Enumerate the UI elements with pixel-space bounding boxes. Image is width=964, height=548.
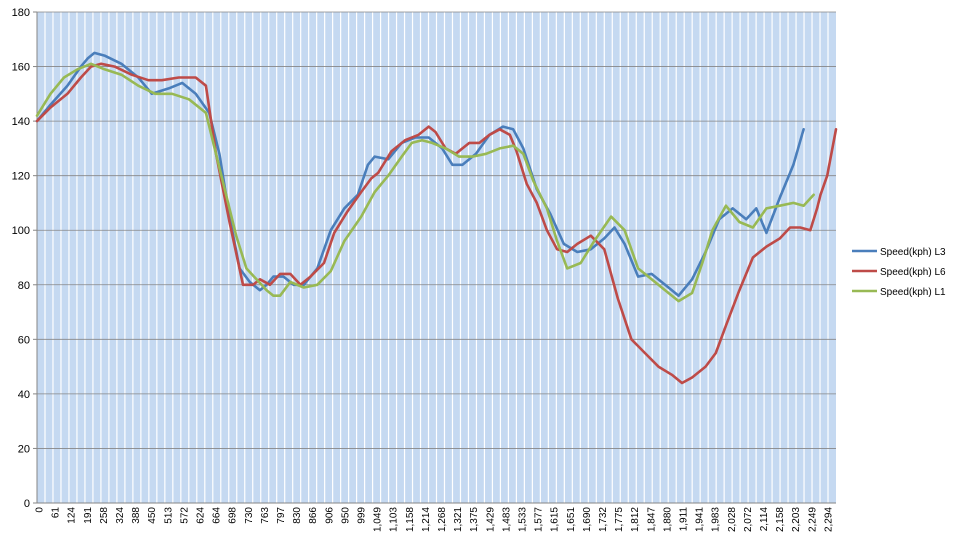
x-tick-label: 1,577	[534, 507, 545, 532]
x-tick-label: 258	[99, 507, 110, 524]
x-tick-label: 1,214	[421, 507, 432, 532]
series-lines	[35, 51, 838, 385]
y-tick-label: 80	[18, 280, 30, 292]
x-tick-label: 1,880	[662, 507, 673, 532]
y-tick-label: 40	[18, 389, 30, 401]
x-tick-label: 797	[276, 507, 287, 524]
legend-label: Speed(kph) L3	[880, 247, 946, 258]
x-tick-label: 624	[196, 507, 207, 524]
x-tick-label: 2,028	[727, 507, 738, 532]
x-tick-label: 1,615	[550, 507, 561, 532]
x-tick-label: 2,072	[743, 507, 754, 532]
x-tick-label: 1,983	[711, 507, 722, 532]
legend: Speed(kph) L3 Speed(kph) L6 Speed(kph) L1	[852, 247, 946, 298]
x-tick-label: 1,533	[518, 507, 529, 532]
x-gridlines	[44, 12, 829, 503]
y-tick-label: 180	[12, 7, 30, 19]
x-tick-label: 1,158	[405, 507, 416, 532]
x-tick-label: 1,911	[679, 507, 690, 532]
x-tick-label: 1,375	[469, 507, 480, 532]
x-tick-label: 1,732	[598, 507, 609, 532]
x-tick-label: 61	[51, 507, 62, 519]
y-gridlines	[37, 11, 836, 449]
x-tick-label: 450	[147, 507, 158, 524]
x-tick-label: 906	[324, 507, 335, 524]
x-tick-label: 866	[308, 507, 319, 524]
x-tick-label: 698	[228, 507, 239, 524]
x-tick-label: 0	[35, 507, 46, 513]
x-tick-label: 388	[131, 507, 142, 524]
x-tick-label: 2,249	[807, 507, 818, 532]
x-tick-label: 1,049	[373, 507, 384, 532]
x-tick-label: 1,847	[646, 507, 657, 532]
y-tick-label: 60	[18, 334, 30, 346]
y-axis-tick-labels: 0 20 40 60 80 100 120 140 160 180	[12, 7, 37, 510]
x-tick-label: 324	[115, 507, 126, 524]
x-tick-label: 1,775	[614, 507, 625, 532]
x-tick-label: 1,690	[582, 507, 593, 532]
x-tick-label: 763	[260, 507, 271, 524]
y-tick-label: 120	[12, 171, 30, 183]
x-tick-label: 124	[67, 507, 78, 524]
x-tick-label: 830	[292, 507, 303, 524]
x-tick-label: 664	[212, 507, 223, 524]
legend-label: Speed(kph) L6	[880, 267, 946, 278]
x-tick-label: 1,429	[485, 507, 496, 532]
x-tick-label: 730	[244, 507, 255, 524]
x-tick-label: 1,812	[630, 507, 641, 532]
x-tick-label: 1,941	[695, 507, 706, 532]
legend-label: Speed(kph) L1	[880, 287, 946, 298]
x-tick-label: 513	[163, 507, 174, 524]
series-line-3	[35, 62, 816, 303]
x-tick-label: 1,321	[453, 507, 464, 532]
x-tick-label: 572	[179, 507, 190, 524]
x-tick-label: 1,651	[566, 507, 577, 532]
x-tick-label: 1,103	[389, 507, 400, 532]
x-tick-label: 950	[340, 507, 351, 524]
y-tick-label: 20	[18, 443, 30, 455]
x-tick-label: 2,158	[775, 507, 786, 532]
y-tick-label: 140	[12, 116, 30, 128]
y-tick-label: 160	[12, 62, 30, 74]
x-tick-label: 2,114	[759, 507, 770, 532]
x-tick-label: 2,203	[791, 507, 802, 532]
x-tick-label: 2,294	[823, 507, 834, 532]
x-tick-label: 191	[83, 507, 94, 524]
x-tick-label: 1,268	[437, 507, 448, 532]
y-tick-label: 0	[24, 498, 30, 510]
x-axis-tick-labels: 0 61 124 191 258 324 388 450 513 572 624 664 698 730 7…	[35, 507, 835, 532]
x-tick-label: 999	[357, 507, 368, 524]
x-tick-label: 1,483	[501, 507, 512, 532]
y-tick-label: 100	[12, 225, 30, 237]
